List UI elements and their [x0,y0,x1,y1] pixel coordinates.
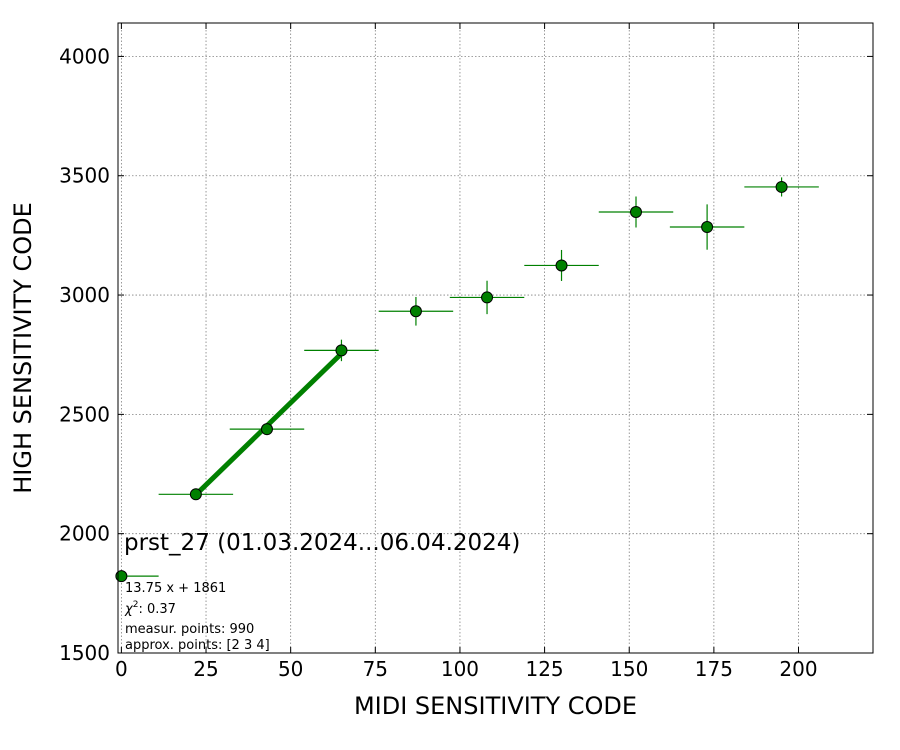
data-point [555,259,568,272]
x-tick-label: 75 [363,657,388,681]
y-tick-label: 2500 [59,402,110,426]
x-axis-label: MIDI SENSITIVITY CODE [354,692,637,720]
data-point [409,305,422,318]
chi-symbol: χ [124,602,134,617]
y-tick-label: 3500 [59,164,110,188]
data-point [775,180,788,193]
data-point [701,221,714,234]
ticks: 0 25 50 75 100 125 150 175 200 1500 2000 2500 3000 35… [59,23,873,681]
fit-info: 13.75 x + 1861 χ2: 0.37 measur. points: … [124,581,270,653]
chi-power: 2 [133,600,139,610]
data-point [115,570,128,583]
chi-square-text: χ2: 0.37 [124,600,176,617]
measurement-points-text: measur. points: 990 [125,622,254,637]
chart-title: prst_27 (01.03.2024...06.04.2024) [124,530,520,556]
data-point [481,291,494,304]
data-point [189,488,202,501]
y-axis-label: HIGH SENSITIVITY CODE [9,202,37,494]
x-tick-label: 0 [115,657,128,681]
x-tick-label: 125 [525,657,563,681]
data-point [335,344,348,357]
x-tick-label: 150 [610,657,648,681]
x-tick-label: 200 [779,657,817,681]
grid [118,23,873,654]
y-tick-label: 4000 [59,44,110,68]
plot-frame [117,22,874,654]
plot-area [115,177,819,583]
x-tick-label: 175 [695,657,733,681]
chi-value: : 0.37 [138,602,175,617]
x-tick-label: 25 [193,657,218,681]
x-tick-label: 50 [278,657,303,681]
y-tick-label: 3000 [59,283,110,307]
approx-points-text: approx. points: [2 3 4] [125,638,270,653]
x-tick-label: 100 [441,657,479,681]
y-tick-label: 2000 [59,522,110,546]
fit-equation: 13.75 x + 1861 [125,581,226,596]
data-point [630,206,643,218]
data-point [260,423,273,436]
y-tick-label: 1500 [59,641,110,665]
